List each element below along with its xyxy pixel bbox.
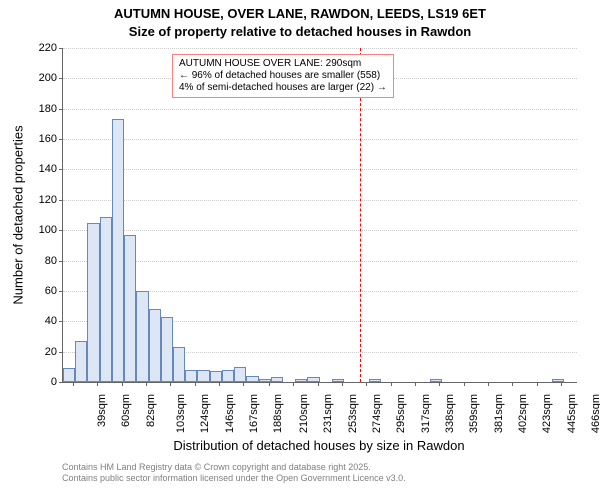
annotation-box: AUTUMN HOUSE OVER LANE: 290sqm← 96% of d… — [172, 54, 394, 98]
x-tick-label: 381sqm — [493, 394, 505, 433]
annotation-line: 4% of semi-detached houses are larger (2… — [179, 82, 387, 94]
x-tick-label: 82sqm — [145, 394, 157, 427]
x-tick-label: 103sqm — [176, 394, 188, 433]
x-tick-label: 466sqm — [590, 394, 600, 433]
y-tick-label: 60 — [45, 285, 63, 297]
y-tick-label: 120 — [39, 194, 63, 206]
y-tick-label: 160 — [39, 133, 63, 145]
histogram-bar — [234, 367, 246, 382]
x-tick-mark — [122, 382, 123, 386]
histogram-bar — [112, 119, 124, 382]
y-tick-label: 20 — [45, 346, 63, 358]
x-tick-label: 146sqm — [225, 394, 237, 433]
marker-line — [360, 48, 361, 382]
histogram-bar — [87, 223, 99, 382]
x-tick-label: 359sqm — [468, 394, 480, 433]
x-tick-mark — [146, 382, 147, 386]
histogram-bar — [246, 376, 258, 382]
x-tick-mark — [512, 382, 513, 386]
annotation-line: AUTUMN HOUSE OVER LANE: 290sqm — [179, 58, 387, 70]
x-tick-label: 60sqm — [120, 394, 132, 427]
gridline-h — [63, 200, 577, 201]
annotation-line: ← 96% of detached houses are smaller (55… — [179, 70, 387, 82]
y-tick-label: 220 — [39, 42, 63, 54]
x-tick-mark — [318, 382, 319, 386]
y-tick-label: 180 — [39, 103, 63, 115]
gridline-h — [63, 169, 577, 170]
x-tick-label: 445sqm — [566, 394, 578, 433]
x-tick-mark — [366, 382, 367, 386]
histogram-bar — [430, 379, 442, 382]
x-tick-mark — [537, 382, 538, 386]
x-tick-label: 402sqm — [517, 394, 529, 433]
x-tick-mark — [293, 382, 294, 386]
chart-container: AUTUMN HOUSE, OVER LANE, RAWDON, LEEDS, … — [0, 0, 600, 500]
x-tick-label: 188sqm — [273, 394, 285, 433]
x-tick-mark — [73, 382, 74, 386]
x-tick-mark — [97, 382, 98, 386]
y-tick-label: 100 — [39, 224, 63, 236]
chart-title-line-1: AUTUMN HOUSE, OVER LANE, RAWDON, LEEDS, … — [0, 6, 600, 21]
x-tick-label: 253sqm — [347, 394, 359, 433]
histogram-bar — [75, 341, 87, 382]
x-tick-label: 317sqm — [420, 394, 432, 433]
gridline-h — [63, 109, 577, 110]
x-tick-mark — [464, 382, 465, 386]
histogram-bar — [210, 371, 222, 382]
x-tick-mark — [391, 382, 392, 386]
x-tick-label: 338sqm — [444, 394, 456, 433]
x-tick-label: 231sqm — [322, 394, 334, 433]
x-tick-label: 39sqm — [96, 394, 108, 427]
y-tick-label: 40 — [45, 315, 63, 327]
gridline-h — [63, 230, 577, 231]
histogram-bar — [63, 368, 75, 382]
x-tick-mark — [342, 382, 343, 386]
x-tick-label: 167sqm — [249, 394, 261, 433]
x-tick-mark — [561, 382, 562, 386]
histogram-bar — [552, 379, 564, 382]
gridline-h — [63, 48, 577, 49]
x-tick-mark — [219, 382, 220, 386]
histogram-bar — [124, 235, 136, 382]
x-tick-mark — [243, 382, 244, 386]
y-tick-label: 200 — [39, 72, 63, 84]
footer-text: Contains HM Land Registry data © Crown c… — [62, 462, 406, 484]
histogram-bar — [295, 379, 307, 382]
histogram-bar — [161, 317, 173, 382]
histogram-bar — [271, 377, 283, 382]
x-tick-mark — [170, 382, 171, 386]
histogram-bar — [222, 370, 234, 382]
x-tick-mark — [195, 382, 196, 386]
plot-area: 02040608010012014016018020022039sqm60sqm… — [62, 48, 577, 383]
y-axis-title: Number of detached properties — [11, 125, 26, 304]
x-tick-mark — [439, 382, 440, 386]
x-tick-label: 210sqm — [298, 394, 310, 433]
x-axis-title: Distribution of detached houses by size … — [62, 438, 576, 453]
histogram-bar — [197, 370, 209, 382]
footer-line-2: Contains public sector information licen… — [62, 473, 406, 484]
gridline-h — [63, 261, 577, 262]
chart-title-line-2: Size of property relative to detached ho… — [0, 24, 600, 39]
x-tick-mark — [488, 382, 489, 386]
x-tick-label: 274sqm — [371, 394, 383, 433]
x-tick-label: 423sqm — [541, 394, 553, 433]
y-tick-label: 80 — [45, 255, 63, 267]
histogram-bar — [185, 370, 197, 382]
y-tick-label: 0 — [51, 376, 63, 388]
y-tick-label: 140 — [39, 163, 63, 175]
histogram-bar — [136, 291, 148, 382]
footer-line-1: Contains HM Land Registry data © Crown c… — [62, 462, 406, 473]
histogram-bar — [173, 347, 185, 382]
gridline-h — [63, 139, 577, 140]
x-tick-mark — [415, 382, 416, 386]
histogram-bar — [149, 309, 161, 382]
x-tick-label: 295sqm — [395, 394, 407, 433]
x-tick-mark — [269, 382, 270, 386]
histogram-bar — [369, 379, 381, 382]
x-tick-label: 124sqm — [200, 394, 212, 433]
histogram-bar — [100, 217, 112, 382]
